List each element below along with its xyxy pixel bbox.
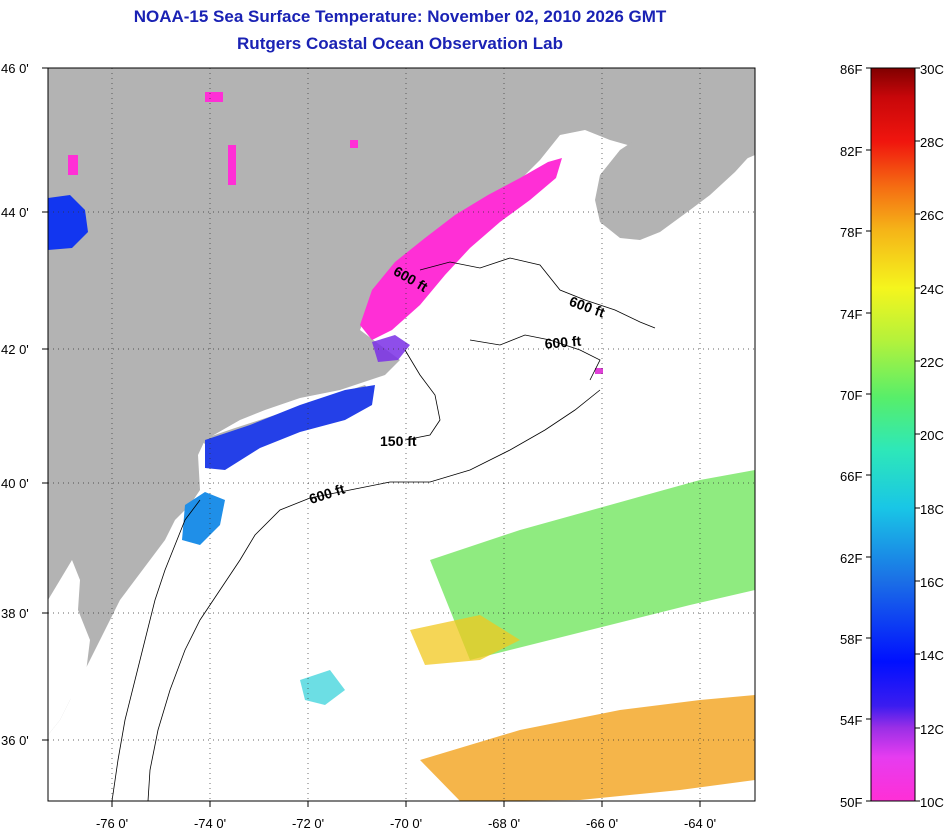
lon-label: -70 0' [390,816,422,831]
colorbar-label-f: 70F [840,388,862,403]
lat-label: 42 0' [1,342,29,357]
colorbar-label-f: 82F [840,144,862,159]
sst-orange-band [420,695,755,801]
sst-speck [350,140,358,148]
colorbar-label-c: 16C [920,575,944,590]
colorbar-label-c: 12C [920,722,944,737]
contour-label: 600 ft [544,333,582,352]
lat-label: 38 0' [1,606,29,621]
contour-600ft-shelf [147,389,601,801]
lon-label: -76 0' [96,816,128,831]
lat-label: 40 0' [1,476,29,491]
colorbar-label-c: 30C [920,62,944,77]
sst-speck [228,145,236,185]
sst-green-band [430,470,755,660]
colorbar-label-c: 26C [920,208,944,223]
nova-scotia-land [595,110,755,240]
colorbar-label-f: 50F [840,795,862,810]
colorbar-label-c: 10C [920,795,944,810]
sst-speck [595,368,603,374]
sst-lightblue-patch [182,492,225,545]
colorbar-label-f: 86F [840,62,862,77]
colorbar-ticks [866,67,920,802]
lon-label: -68 0' [488,816,520,831]
axis-ticks [42,67,701,807]
depth-contours [111,257,656,801]
graticule [48,68,755,801]
lon-label: -72 0' [292,816,324,831]
chart-title: NOAA-15 Sea Surface Temperature: Novembe… [133,7,667,26]
sst-speck [205,92,223,102]
sst-blue-patch [205,385,375,470]
sst-pink-patch [360,158,562,340]
colorbar-label-f: 62F [840,551,862,566]
colorbar [870,67,916,802]
colorbar-label-c: 24C [920,282,944,297]
sst-cyan-patch [300,670,345,705]
contour-label: 150 ft [380,433,417,449]
sst-purple-patch [372,335,410,362]
lon-label: -66 0' [586,816,618,831]
contour-600ft-gulf [419,257,656,329]
colorbar-label-c: 18C [920,502,944,517]
lon-label: -74 0' [194,816,226,831]
colorbar-label-c: 14C [920,648,944,663]
lat-label: 36 0' [1,733,29,748]
contour-150ft [404,349,441,441]
chart-subtitle: Rutgers Coastal Ocean Observation Lab [237,34,563,53]
colorbar-label-c: 28C [920,135,944,150]
lon-label: -64 0' [684,816,716,831]
lake-blue-patch [48,195,88,250]
colorbar-label-f: 66F [840,469,862,484]
sst-yellow-band [410,615,520,665]
mainland-land [48,68,755,735]
map-frame [47,67,756,802]
chesapeake-bay [48,560,90,735]
colorbar-label-f: 78F [840,225,862,240]
colorbar-label-c: 20C [920,428,944,443]
lat-label: 46 0' [1,61,29,76]
sst-speck [68,155,78,175]
colorbar-label-f: 74F [840,307,862,322]
colorbar-label-f: 54F [840,713,862,728]
colorbar-label-c: 22C [920,355,944,370]
colorbar-label-f: 58F [840,632,862,647]
contour-600ft-basin [469,334,601,381]
contour-coastal [111,499,201,801]
lat-label: 44 0' [1,205,29,220]
